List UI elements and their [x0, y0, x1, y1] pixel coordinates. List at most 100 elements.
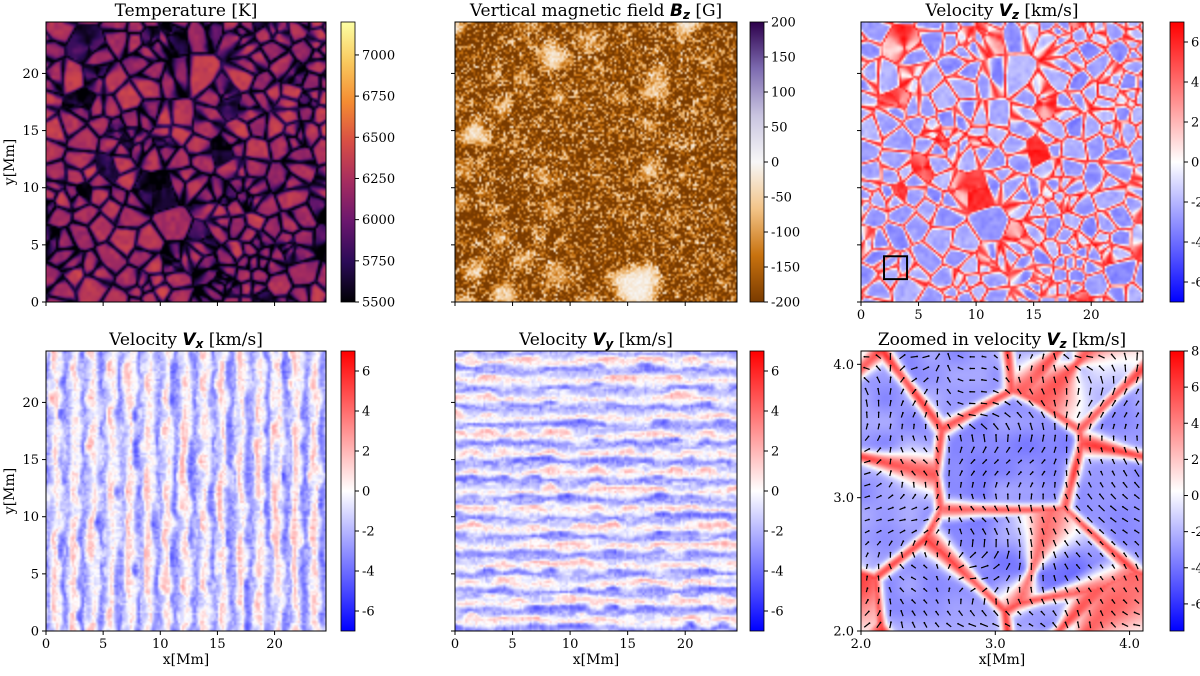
quiver-arrowhead	[959, 434, 962, 437]
quiver-arrowhead	[983, 598, 986, 600]
x-tick-label-zoom: 2.0	[851, 637, 872, 652]
quiver-arrowhead	[1123, 552, 1125, 555]
quiver-arrowhead	[902, 493, 905, 496]
quiver-arrowhead	[1110, 622, 1113, 624]
quiver-arrow	[1110, 517, 1117, 523]
y-tick-label-vx: 5	[31, 567, 39, 582]
quiver-arrow	[1018, 528, 1022, 536]
quiver-arrowhead	[1054, 458, 1057, 461]
heatmap-vy	[455, 351, 737, 631]
quiver-arrowhead	[993, 610, 996, 613]
quiver-arrowhead	[1007, 586, 1010, 589]
quiver-arrowhead	[1052, 539, 1055, 542]
colorbar-tick-label-zoom: 6	[1191, 381, 1199, 396]
quiver-arrowhead	[911, 564, 913, 567]
quiver-arrow	[1123, 353, 1127, 361]
colorbar-tick-label-bz: 100	[771, 86, 796, 101]
quiver-arrowhead	[971, 493, 973, 496]
quiver-arrow	[971, 434, 974, 443]
quiver-arrow	[1029, 517, 1033, 524]
quiver-arrowhead	[1053, 388, 1056, 390]
colorbar-tick-label-temperature: 6750	[362, 90, 395, 105]
quiver-arrowhead	[1076, 376, 1079, 379]
quiver-arrow	[983, 539, 986, 548]
quiver-arrow	[1030, 539, 1033, 548]
quiver-arrowhead	[877, 387, 879, 390]
quiver-arrowhead	[1063, 353, 1066, 356]
quiver-arrowhead	[1029, 516, 1032, 519]
x-tick-label-vx: 20	[266, 637, 283, 652]
quiver-arrowhead	[878, 552, 881, 554]
quiver-arrowhead	[1087, 564, 1090, 567]
quiver-arrow	[1053, 529, 1057, 535]
quiver-arrow	[1018, 563, 1021, 571]
quiver-arrowhead	[1041, 586, 1044, 589]
quiver-arrowhead	[1088, 458, 1091, 461]
quiver-arrowhead	[900, 470, 903, 473]
quiver-arrowhead	[1111, 599, 1114, 601]
quiver-arrow	[1018, 575, 1021, 582]
quiver-arrowhead	[993, 517, 996, 519]
quiver-arrowhead	[938, 353, 941, 356]
quiver-arrowhead	[890, 470, 892, 472]
quiver-arrow	[1100, 388, 1104, 396]
quiver-arrowhead	[1053, 563, 1055, 565]
quiver-arrowhead	[901, 423, 904, 426]
quiver-arrowhead	[900, 609, 903, 612]
quiver-arrowhead	[1088, 598, 1091, 601]
quiver-arrowhead	[877, 399, 880, 402]
quiver-arrow	[981, 413, 988, 417]
quiver-arrowhead	[1052, 528, 1055, 531]
panel-bz: Vertical magnetic field Bz [G] -200 -150 -1…	[451, 1, 800, 311]
quiver-arrowhead	[902, 377, 905, 379]
quiver-arrow	[1005, 401, 1011, 406]
y-tick-label-temperature: 0	[31, 296, 39, 311]
quiver-arrowhead	[981, 609, 984, 612]
quiver-arrowhead	[946, 622, 948, 625]
quiver-arrowhead	[1065, 434, 1068, 437]
quiver-arrowhead	[1064, 493, 1067, 496]
colorbar-gradient-vx	[340, 350, 356, 632]
quiver-arrow	[970, 610, 976, 617]
y-tick-label-vx: 20	[22, 396, 39, 411]
quiver-arrowhead	[926, 518, 929, 521]
quiver-arrowhead	[960, 598, 962, 601]
quiver-arrowhead	[879, 610, 881, 612]
quiver-arrow	[1076, 412, 1081, 419]
quiver-arrowhead	[879, 529, 882, 532]
colorbar-tick-label-vx: 2	[362, 445, 370, 460]
quiver-arrowhead	[1020, 459, 1023, 462]
quiver-arrowhead	[960, 446, 963, 449]
quiver-arrow	[981, 610, 987, 617]
quiver-arrowhead	[878, 435, 881, 438]
quiver-arrowhead	[1100, 375, 1102, 378]
quiver-arrowhead	[1074, 365, 1077, 368]
quiver-arrowhead	[1102, 411, 1105, 414]
quiver-arrowhead	[903, 365, 906, 368]
quiver-arrowhead	[1054, 446, 1057, 449]
quiver-arrowhead	[957, 354, 960, 357]
quiver-arrowhead	[1017, 611, 1019, 613]
quiver-arrowhead	[868, 622, 871, 624]
quiver-arrow	[1122, 494, 1129, 500]
quiver-arrowhead	[889, 458, 892, 461]
x-tick-label-vz: 5	[914, 308, 922, 323]
quiver-arrowhead	[1019, 562, 1022, 565]
quiver-arrowhead	[935, 458, 938, 461]
quiver-arrowhead	[868, 506, 870, 509]
colorbar-tick-label-zoom: -6	[1191, 597, 1200, 612]
panel-vy: 0 5 10 15 20 Velocity Vy [km/s] x[Mm] -6 -4 -2 0 2 4…	[451, 330, 784, 668]
quiver-arrowhead	[937, 376, 939, 379]
quiver-arrowhead	[1121, 622, 1124, 625]
quiver-arrow	[1087, 505, 1093, 512]
quiver-arrow	[1098, 505, 1105, 512]
colorbar-tick-label-vx: 0	[362, 485, 370, 500]
quiver-arrowhead	[1102, 399, 1105, 402]
quiver-arrowhead	[877, 411, 880, 414]
quiver-arrow	[910, 355, 918, 358]
quiver-arrowhead	[1125, 388, 1128, 391]
quiver-arrowhead	[1041, 551, 1044, 553]
quiver-arrow	[863, 460, 870, 464]
quiver-arrow	[1099, 529, 1105, 535]
quiver-arrowhead	[1041, 388, 1043, 391]
